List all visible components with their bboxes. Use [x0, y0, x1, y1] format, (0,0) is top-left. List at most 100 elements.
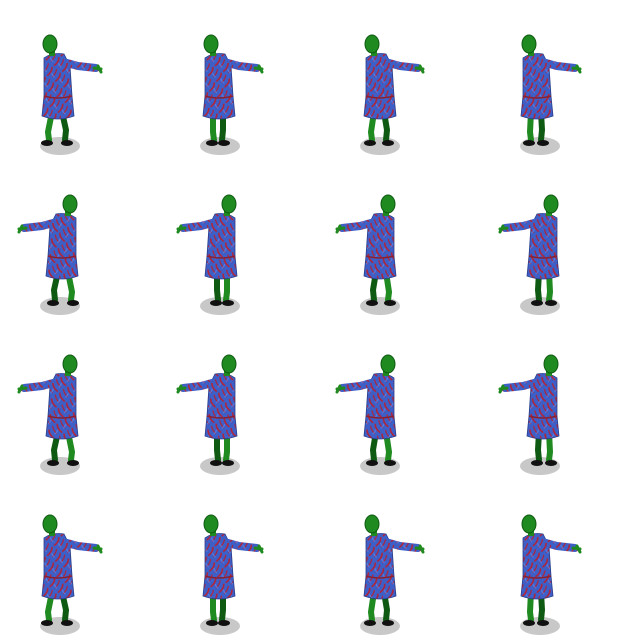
robe-belt [43, 575, 73, 579]
robe-belt [522, 95, 552, 99]
arm-front-sleeve [179, 216, 227, 232]
shoe-right [537, 140, 549, 146]
head [203, 514, 219, 534]
robe-belt [365, 575, 395, 579]
arm-front-sleeve [531, 536, 579, 552]
head [221, 354, 237, 374]
head [203, 34, 219, 54]
ground-shadow [360, 457, 400, 475]
sprite-frame [320, 0, 480, 160]
sprite-frame [160, 0, 320, 160]
sprite-frame [0, 160, 160, 320]
hand-front [17, 384, 28, 394]
hand-front [571, 544, 582, 554]
shoe-left [222, 460, 234, 466]
zombie-sprite [335, 354, 400, 475]
hand-front [253, 544, 264, 554]
zombie-sprite [520, 34, 582, 155]
arm-front-sleeve [501, 376, 549, 392]
shoe-right [210, 300, 222, 306]
robe-belt [365, 95, 395, 99]
shoe-right [218, 140, 230, 146]
head [521, 34, 537, 54]
zombie-body [41, 514, 103, 626]
hand-front [253, 64, 264, 74]
shoe-left [67, 460, 79, 466]
shoe-left [384, 460, 396, 466]
shoe-right [537, 620, 549, 626]
shoe-left [364, 140, 376, 146]
arm-front-sleeve [213, 536, 261, 552]
zombie-sprite [17, 354, 80, 475]
robe-belt [528, 415, 558, 419]
sprite-frame [0, 320, 160, 480]
arm-front-sleeve [52, 56, 100, 72]
arm-front-sleeve [531, 56, 579, 72]
zombie-sprite [335, 194, 400, 315]
ground-shadow [360, 297, 400, 315]
head [42, 514, 58, 534]
shoe-left [523, 140, 535, 146]
arm-front-sleeve [52, 536, 100, 552]
zombie-sprite [40, 34, 103, 155]
zombie-body [520, 514, 582, 626]
shoe-right [366, 300, 378, 306]
zombie-body [363, 514, 425, 626]
hand-front [92, 544, 103, 554]
zombie-body [363, 34, 425, 146]
zombie-sprite [200, 514, 264, 635]
head [62, 194, 78, 214]
sprite-frame [480, 320, 640, 480]
sprite-frame [160, 320, 320, 480]
head [380, 194, 396, 214]
robe-belt [528, 255, 558, 259]
shoe-left [523, 620, 535, 626]
shoe-right [47, 300, 59, 306]
robe-belt [206, 255, 236, 259]
shoe-left [41, 140, 53, 146]
shoe-left [545, 460, 557, 466]
shoe-left [206, 140, 218, 146]
arm-front-sleeve [338, 216, 386, 232]
zombie-sprite [176, 194, 240, 315]
hand-front [414, 64, 425, 74]
head [364, 514, 380, 534]
arm-front-sleeve [374, 536, 422, 552]
hand-front [335, 224, 346, 234]
shoe-right [382, 620, 394, 626]
head [380, 354, 396, 374]
shoe-right [382, 140, 394, 146]
zombie-body [520, 34, 582, 146]
zombie-body [498, 194, 560, 306]
shoe-left [545, 300, 557, 306]
zombie-body [202, 34, 264, 146]
zombie-sprite [176, 354, 240, 475]
shoe-left [222, 300, 234, 306]
zombie-body [41, 34, 103, 146]
zombie-body [335, 354, 397, 466]
zombie-sprite [498, 354, 560, 475]
sprite-frame [160, 160, 320, 320]
zombie-body [17, 354, 79, 466]
shoe-right [61, 140, 73, 146]
hand-front [571, 64, 582, 74]
hand-front [176, 224, 187, 234]
sprite-frame [160, 480, 320, 640]
arm-front-sleeve [374, 56, 422, 72]
shoe-right [61, 620, 73, 626]
zombie-body [176, 354, 238, 466]
zombie-sprite [17, 194, 80, 315]
hand-front [414, 544, 425, 554]
zombie-body [202, 514, 264, 626]
hand-front [335, 384, 346, 394]
robe-belt [43, 95, 73, 99]
zombie-sprite [200, 34, 264, 155]
robe-belt [206, 415, 236, 419]
shoe-left [384, 300, 396, 306]
hand-front [498, 384, 509, 394]
zombie-body [176, 194, 238, 306]
robe-belt [204, 95, 234, 99]
robe-belt [522, 575, 552, 579]
shoe-right [47, 460, 59, 466]
